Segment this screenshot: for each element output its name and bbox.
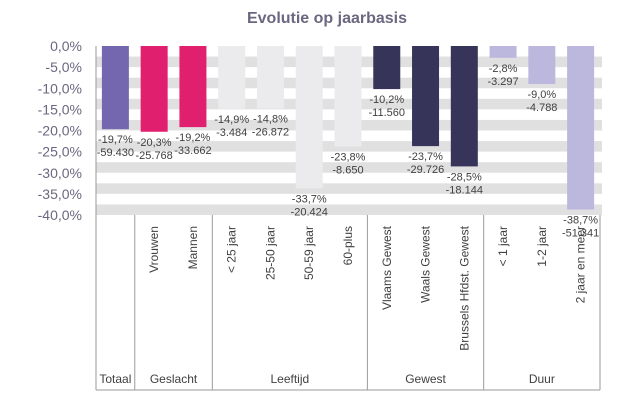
bar bbox=[567, 46, 595, 210]
bar bbox=[450, 46, 478, 167]
bar bbox=[528, 46, 556, 85]
data-label-percent: -23,7% bbox=[408, 151, 443, 163]
data-label-percent: -10,2% bbox=[369, 94, 404, 106]
bar bbox=[489, 46, 517, 58]
category-label: Mannen bbox=[186, 226, 200, 269]
data-label-count: -26.872 bbox=[252, 127, 289, 139]
chart-title: Evolutie op jaarbasis bbox=[247, 10, 407, 27]
category-label: Waals Gewest bbox=[419, 225, 433, 303]
y-tick-label: -5,0% bbox=[45, 59, 82, 75]
data-label-count: -51.341 bbox=[562, 228, 599, 240]
y-tick-label: -35,0% bbox=[38, 186, 82, 202]
category-label: Vrouwen bbox=[147, 226, 161, 273]
data-label-percent: -14,9% bbox=[214, 114, 249, 126]
y-tick-label: -10,0% bbox=[38, 80, 82, 96]
bars bbox=[101, 46, 595, 210]
data-label-percent: -28,5% bbox=[447, 171, 482, 183]
bar bbox=[256, 46, 284, 109]
grid-band bbox=[96, 183, 602, 194]
data-label-count: -59.430 bbox=[97, 147, 134, 159]
data-label-percent: -38,7% bbox=[563, 215, 598, 227]
data-label-percent: -9,0% bbox=[527, 89, 556, 101]
bar bbox=[412, 46, 440, 147]
data-label-count: -3.297 bbox=[487, 76, 518, 88]
group-label: Leeftijd bbox=[270, 372, 309, 386]
bar bbox=[295, 46, 323, 189]
group-label: Totaal bbox=[99, 372, 131, 386]
category-label: 60-plus bbox=[341, 226, 355, 265]
data-label-count: -18.144 bbox=[446, 184, 483, 196]
data-label-count: -8.650 bbox=[332, 165, 363, 177]
category-label: < 25 jaar bbox=[225, 226, 239, 273]
y-axis-ticks: 0,0% -5,0% -10,0% -15,0% -20,0% -25,0% -30,0% -… bbox=[38, 38, 82, 223]
group-label: Gewest bbox=[405, 372, 446, 386]
y-tick-label: -20,0% bbox=[38, 123, 82, 139]
category-label: Brussels Hfdst. Gewest bbox=[457, 225, 471, 350]
data-label-count: -20.424 bbox=[291, 206, 328, 218]
bar bbox=[140, 46, 168, 132]
data-label-count: -4.788 bbox=[526, 102, 557, 114]
data-labels: -19,7%-59.430-20,3%-25.768-19,2%-33.662-… bbox=[97, 63, 600, 240]
data-label-count: -33.662 bbox=[174, 145, 211, 157]
data-label-percent: -20,3% bbox=[137, 137, 172, 149]
grid-band bbox=[96, 204, 602, 215]
data-label-percent: -19,2% bbox=[175, 132, 210, 144]
bar bbox=[218, 46, 246, 109]
data-label-percent: -23,8% bbox=[331, 152, 366, 164]
data-label-percent: -19,7% bbox=[98, 134, 133, 146]
y-tick-label: -40,0% bbox=[38, 207, 82, 223]
category-label: 2 jaar en meer bbox=[574, 226, 588, 303]
category-label: 1-2 jaar bbox=[535, 226, 549, 267]
data-label-count: -25.768 bbox=[135, 150, 172, 162]
y-tick-label: 0,0% bbox=[50, 38, 82, 54]
y-tick-label: -25,0% bbox=[38, 144, 82, 160]
data-label-percent: -33,7% bbox=[292, 193, 327, 205]
bar bbox=[334, 46, 362, 147]
y-tick-label: -15,0% bbox=[38, 101, 82, 117]
group-label: Duur bbox=[529, 372, 555, 386]
data-label-count: -3.484 bbox=[216, 127, 247, 139]
category-label: Vlaams Gewest bbox=[380, 225, 394, 310]
data-label-count: -11.560 bbox=[369, 107, 406, 119]
bar bbox=[373, 46, 401, 90]
group-labels: Totaal Geslacht Leeftijd Gewest Duur bbox=[99, 372, 554, 386]
category-labels: Vrouwen Mannen < 25 jaar 25-50 jaar 50-59 ja… bbox=[147, 225, 587, 350]
data-label-percent: -2,8% bbox=[489, 63, 518, 75]
data-label-percent: -14,8% bbox=[253, 114, 288, 126]
bar bbox=[101, 46, 129, 130]
y-tick-label: -30,0% bbox=[38, 165, 82, 181]
data-label-count: -29.726 bbox=[407, 164, 444, 176]
category-label: 25-50 jaar bbox=[263, 226, 277, 280]
category-label: 50-59 jaar bbox=[302, 226, 316, 280]
category-label: < 1 jaar bbox=[496, 226, 510, 266]
bar bbox=[179, 46, 207, 128]
group-label: Geslacht bbox=[150, 372, 198, 386]
grid-band bbox=[96, 162, 602, 173]
axis-lines bbox=[95, 46, 601, 391]
